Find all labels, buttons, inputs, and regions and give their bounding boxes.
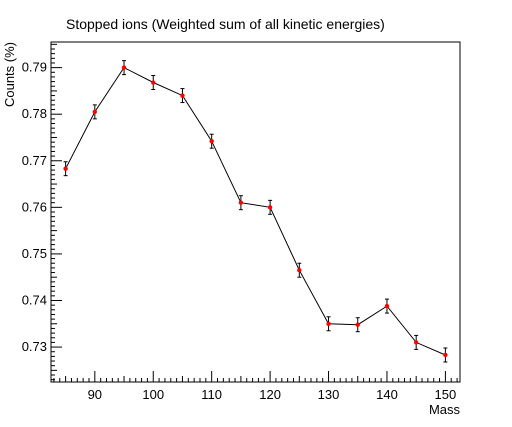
y-tick-label: 0.76 xyxy=(22,199,47,214)
y-tick-label: 0.73 xyxy=(22,339,47,354)
y-tick-label: 0.79 xyxy=(22,60,47,75)
x-tick-label: 150 xyxy=(435,387,457,402)
x-axis: 90 100 110 120 130 140 150 xyxy=(53,371,458,402)
data-point xyxy=(384,303,390,309)
data-point xyxy=(326,321,331,326)
plot-frame xyxy=(50,41,461,383)
y-axis: 0.73 0.74 0.75 0.76 0.77 0.78 0.79 xyxy=(22,43,62,381)
data-point xyxy=(267,205,273,210)
x-tick-label: 120 xyxy=(259,387,281,402)
data-point xyxy=(63,166,68,171)
data-point xyxy=(92,109,98,115)
data-point xyxy=(121,65,127,70)
x-tick-label: 110 xyxy=(201,387,222,402)
data-point xyxy=(209,139,214,144)
y-tick-label: 0.78 xyxy=(22,106,47,121)
plot-border xyxy=(50,41,461,383)
x-tick-label: 100 xyxy=(142,387,164,402)
y-axis-title: Counts (%) xyxy=(2,42,17,107)
y-tick-label: 0.74 xyxy=(22,292,47,307)
x-tick-label: 140 xyxy=(376,387,398,402)
data-point xyxy=(238,200,244,205)
x-axis-title: Mass xyxy=(429,402,461,417)
chart-title: Stopped ions (Weighted sum of all kineti… xyxy=(66,16,385,32)
x-tick-label: 130 xyxy=(318,387,340,402)
data-point xyxy=(355,322,360,327)
y-tick-label: 0.77 xyxy=(22,153,47,168)
data-point xyxy=(151,80,156,85)
x-tick-label: 90 xyxy=(88,387,102,402)
series-line xyxy=(65,66,446,356)
data-point xyxy=(413,340,419,345)
y-tick-label: 0.75 xyxy=(22,246,47,261)
data-point xyxy=(443,352,448,358)
data-point xyxy=(297,268,302,273)
data-point xyxy=(180,93,185,98)
data-series xyxy=(63,60,448,363)
